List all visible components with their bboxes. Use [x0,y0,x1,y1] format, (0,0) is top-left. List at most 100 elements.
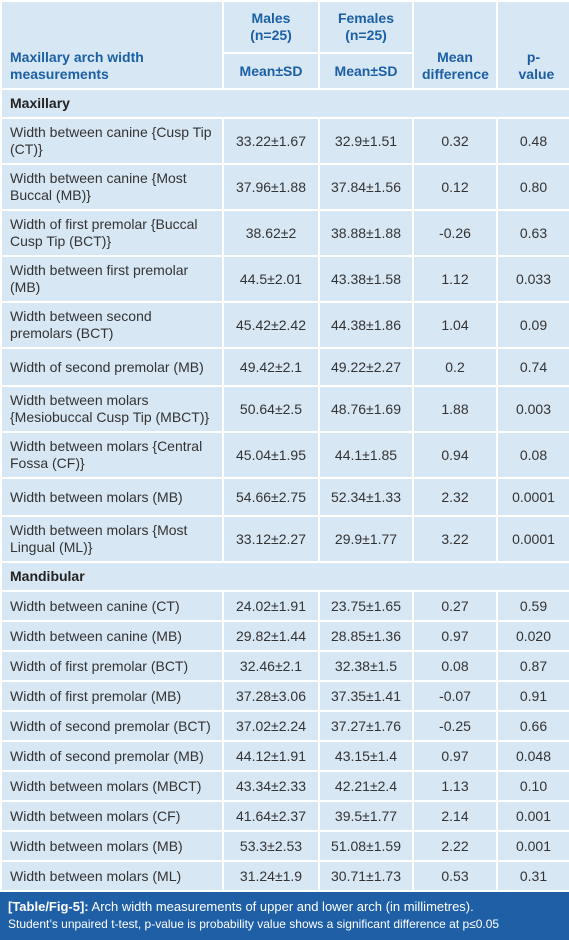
value-cell: 0.09 [496,301,569,349]
measurement: Width between canine {Cusp Tip (CT)} [0,117,224,165]
value-cell: 1.13 [412,770,498,802]
section: Maxillary Width between canine {Cusp Tip … [0,88,569,563]
caption-label: [Table/Fig-5]: [8,899,89,914]
value-cell: 0.87 [496,650,569,682]
measurement: Width of first premolar (BCT) [0,650,224,682]
value-cell: 43.34±2.33 [222,770,320,802]
value-cell: 29.82±1.44 [222,620,320,652]
value-cell: 0.048 [496,740,569,772]
value-cell: -0.26 [412,209,498,257]
value-cell: 0.31 [496,860,569,892]
data-row: Width between canine {Cusp Tip (CT)} 33.2… [0,117,569,165]
value-cell: 43.38±1.58 [318,255,414,303]
value-cell: 0.2 [412,347,498,387]
header-title: Maxillary arch width measurements [0,0,224,90]
value-cell: 50.64±2.5 [222,385,320,433]
value-cell: 0.003 [496,385,569,433]
measurement: Width between canine (MB) [0,620,224,652]
measurement: Width of first premolar {Buccal Cusp Tip… [0,209,224,257]
value-cell: 39.5±1.77 [318,800,414,832]
measurement: Width of second premolar (MB) [0,347,224,387]
value-cell: 49.42±2.1 [222,347,320,387]
header-p-value: p-value [496,0,569,90]
value-cell: 1.12 [412,255,498,303]
measurement: Width between molars (ML) [0,860,224,892]
value-cell: 0.91 [496,680,569,712]
section-row: Maxillary [0,88,569,119]
value-cell: 0.63 [496,209,569,257]
value-cell: -0.25 [412,710,498,742]
data-row: Width between canine {Most Buccal (MB)} 3… [0,163,569,211]
value-cell: 0.97 [412,620,498,652]
table-header: Maxillary arch width measurements Males(… [0,0,569,90]
value-cell: 45.42±2.42 [222,301,320,349]
value-cell: 0.001 [496,800,569,832]
value-cell: 37.96±1.88 [222,163,320,211]
data-row: Width of second premolar (BCT) 37.02±2.24… [0,710,569,742]
measurement: Width between first premolar (MB) [0,255,224,303]
value-cell: 0.001 [496,830,569,862]
value-cell: 37.27±1.76 [318,710,414,742]
data-row: Width of second premolar (MB) 44.12±1.91 4… [0,740,569,772]
value-cell: 0.033 [496,255,569,303]
value-cell: 2.32 [412,477,498,517]
value-cell: 2.22 [412,830,498,862]
value-cell: 24.02±1.91 [222,590,320,622]
data-row: Width of second premolar (MB) 49.42±2.1 49… [0,347,569,387]
data-row: Width between molars {Most Lingual (ML)}… [0,515,569,563]
data-row: Width between first premolar (MB) 44.5±2.… [0,255,569,303]
value-cell: 0.74 [496,347,569,387]
data-row: Width between molars {Mesiobuccal Cusp T… [0,385,569,433]
measurement: Width between molars {Mesiobuccal Cusp T… [0,385,224,433]
measurement: Width between molars (CF) [0,800,224,832]
value-cell: 53.3±2.53 [222,830,320,862]
header-males: Males (n=25) [222,0,320,54]
value-cell: 44.38±1.86 [318,301,414,349]
value-cell: 0.08 [412,650,498,682]
section-title: Maxillary [0,88,569,119]
value-cell: 0.10 [496,770,569,802]
data-row: Width between canine (MB) 29.82±1.44 28.85… [0,620,569,652]
value-cell: 32.46±2.1 [222,650,320,682]
measurement: Width of first premolar (MB) [0,680,224,712]
measurement: Width between canine (CT) [0,590,224,622]
measurement: Width between molars {Most Lingual (ML)} [0,515,224,563]
females-n: (n=25) [345,27,387,43]
value-cell: 3.22 [412,515,498,563]
value-cell: 0.020 [496,620,569,652]
value-cell: 45.04±1.95 [222,431,320,479]
value-cell: 33.12±2.27 [222,515,320,563]
value-cell: 0.53 [412,860,498,892]
value-cell: 0.32 [412,117,498,165]
value-cell: 0.0001 [496,477,569,517]
p-value-label: p-value [518,49,555,82]
value-cell: 0.94 [412,431,498,479]
males-n: (n=25) [250,27,292,43]
header-mean-difference: Mean difference [412,0,498,90]
value-cell: 0.08 [496,431,569,479]
value-cell: -0.07 [412,680,498,712]
value-cell: 51.08±1.59 [318,830,414,862]
table: Maxillary arch width measurements Males(… [0,0,569,892]
data-row: Width of first premolar {Buccal Cusp Tip… [0,209,569,257]
caption-text: Arch width measurements of upper and low… [91,899,474,914]
value-cell: 31.24±1.9 [222,860,320,892]
data-row: Width between molars (MB) 53.3±2.53 51.08±… [0,830,569,862]
value-cell: 38.88±1.88 [318,209,414,257]
value-cell: 23.75±1.65 [318,590,414,622]
measurement: Width between molars (MB) [0,830,224,862]
measurement: Width between molars (MB) [0,477,224,517]
measurement: Width between second premolars (BCT) [0,301,224,349]
header-females: Females (n=25) [318,0,414,54]
data-row: Width of first premolar (MB) 37.28±3.06 37… [0,680,569,712]
section-title: Mandibular [0,561,569,592]
header-females-stat: Mean±SD [318,52,414,90]
value-cell: 41.64±2.37 [222,800,320,832]
value-cell: 0.48 [496,117,569,165]
value-cell: 44.12±1.91 [222,740,320,772]
value-cell: 48.76±1.69 [318,385,414,433]
data-row: Width between molars (CF) 41.64±2.37 39.5±… [0,800,569,832]
value-cell: 1.88 [412,385,498,433]
value-cell: 0.0001 [496,515,569,563]
